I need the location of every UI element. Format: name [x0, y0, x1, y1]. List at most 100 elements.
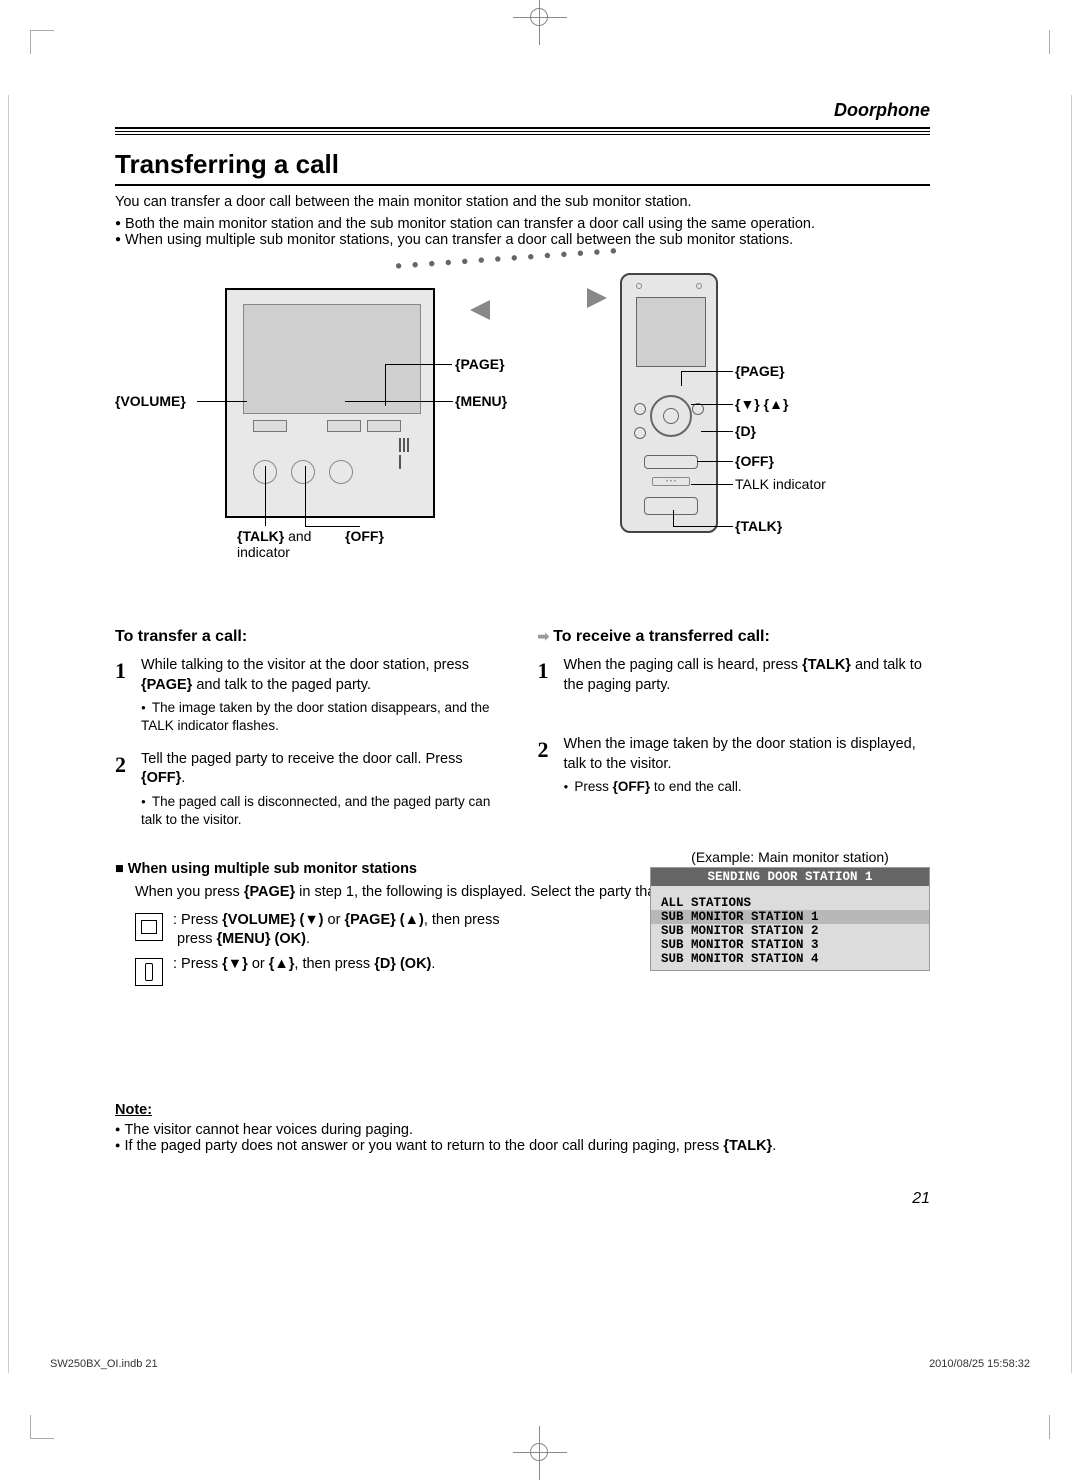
sub-talk-indicator-label: TALK indicator — [735, 476, 826, 492]
volume-label: {VOLUME} — [115, 393, 186, 409]
step-text: Tell the paged party to receive the door… — [141, 751, 463, 767]
page-label: {PAGE} — [455, 356, 505, 372]
header-rule — [115, 131, 930, 135]
footer-right: 2010/08/25 15:58:32 — [929, 1358, 1030, 1370]
arrow-left-icon — [470, 300, 490, 320]
step-number: 2 — [115, 750, 131, 830]
speaker-hole — [636, 283, 642, 289]
off-button — [291, 460, 315, 484]
button — [329, 460, 353, 484]
talk-label: {TALK} andindicator — [237, 528, 311, 560]
callout-line — [345, 401, 453, 402]
note-heading: Note: — [115, 1102, 930, 1118]
key-off: {OFF} — [141, 770, 181, 786]
callout-line — [305, 526, 360, 527]
key-page: {PAGE} — [141, 677, 192, 693]
callout-line — [385, 364, 401, 365]
lcd-row: ALL STATIONS — [651, 896, 929, 910]
step-number: 2 — [538, 735, 554, 796]
sub-page-label: {PAGE} — [735, 363, 785, 379]
callout-line — [385, 364, 386, 406]
lcd-row-selected: SUB MONITOR STATION 1 — [651, 910, 929, 924]
callout-line — [265, 466, 266, 526]
crop-mark — [30, 1415, 54, 1439]
callout-line — [681, 371, 682, 386]
sub-screen — [636, 297, 706, 367]
transfer-column: To transfer a call: 1 While talking to t… — [115, 628, 508, 843]
example-display: (Example: Main monitor station) SENDING … — [650, 849, 930, 992]
callout-line — [305, 466, 306, 526]
menu-button — [327, 420, 361, 432]
callout-line — [697, 526, 733, 527]
sub-station-icon — [135, 958, 163, 986]
talk-button — [644, 497, 698, 515]
note-item: The visitor cannot hear voices during pa… — [115, 1122, 930, 1138]
callout-line — [691, 484, 733, 485]
step-text: When the image taken by the door station… — [564, 736, 916, 772]
trim-rule — [1071, 95, 1072, 1373]
lcd-row: SUB MONITOR STATION 4 — [651, 952, 929, 966]
lcd-title: SENDING DOOR STATION 1 — [651, 868, 929, 886]
small-button — [634, 403, 646, 415]
page-button — [367, 420, 401, 432]
step-sub: The paged call is disconnected, and the … — [141, 793, 508, 829]
talk-indicator: • • • — [652, 477, 690, 486]
crop-mark — [1046, 30, 1050, 54]
step-text: and talk to the paged party. — [192, 677, 371, 693]
key-talk: {TALK} — [802, 657, 851, 673]
sub-talk-label: {TALK} — [735, 518, 782, 534]
lcd-row: SUB MONITOR STATION 3 — [651, 938, 929, 952]
main-station-icon — [135, 913, 163, 941]
page-number: 21 — [912, 1190, 930, 1208]
instruction-main: : Press {VOLUME} (▼) or {PAGE} (▲), then… — [173, 911, 500, 950]
step-text: When the paging call is heard, press — [564, 657, 803, 673]
crop-mark — [30, 30, 54, 54]
section-header: Doorphone — [115, 100, 930, 129]
trim-rule — [8, 95, 9, 1373]
callout-line — [673, 526, 697, 527]
sub-d-label: {D} — [735, 423, 756, 439]
device-diagram: • • • • • • • • • • • • • • {VOLUME} {PA… — [115, 268, 930, 568]
sub-arrows-label: {▼} {▲} — [735, 396, 788, 412]
transfer-heading: To transfer a call: — [115, 628, 508, 646]
callout-line — [673, 510, 674, 526]
volume-button — [253, 420, 287, 432]
step-sub: The image taken by the door station disa… — [141, 699, 508, 735]
registration-mark — [530, 8, 548, 26]
intro-text: You can transfer a door call between the… — [115, 194, 930, 210]
step-sub: Press {OFF} to end the call. — [564, 778, 931, 796]
off-button — [644, 455, 698, 469]
callout-line — [691, 404, 733, 405]
arrow-right-icon — [587, 288, 607, 308]
menu-label: {MENU} — [455, 393, 507, 409]
receive-column: To receive a transferred call: 1 When th… — [538, 628, 931, 843]
lcd-row: SUB MONITOR STATION 2 — [651, 924, 929, 938]
main-monitor-station — [225, 288, 435, 518]
main-screen — [243, 304, 421, 414]
step-text: While talking to the visitor at the door… — [141, 657, 469, 673]
callout-line — [197, 401, 247, 402]
callout-line — [701, 431, 733, 432]
small-button — [634, 427, 646, 439]
intro-bullets: Both the main monitor station and the su… — [115, 216, 930, 248]
instruction-sub: : Press {▼} or {▲}, then press {D} (OK). — [173, 956, 435, 972]
page-title: Transferring a call — [115, 149, 930, 186]
intro-bullet: Both the main monitor station and the su… — [115, 216, 930, 232]
receive-heading: To receive a transferred call: — [538, 628, 931, 646]
note-item: If the paged party does not answer or yo… — [115, 1138, 930, 1154]
speaker-grill — [399, 438, 413, 452]
step-number: 1 — [115, 656, 131, 736]
nav-wheel — [650, 395, 692, 437]
intro-bullet: When using multiple sub monitor stations… — [115, 232, 930, 248]
step-text: . — [181, 770, 185, 786]
example-caption: (Example: Main monitor station) — [650, 849, 930, 865]
off-label: {OFF} — [345, 528, 384, 544]
speaker-hole — [696, 283, 702, 289]
callout-line — [400, 364, 452, 365]
sub-monitor-station: • • • — [620, 273, 718, 533]
footer-left: SW250BX_OI.indb 21 — [50, 1358, 158, 1370]
crop-mark — [1046, 1415, 1050, 1439]
callout-line — [681, 371, 733, 372]
step-number: 1 — [538, 656, 554, 695]
registration-mark — [530, 1443, 548, 1461]
